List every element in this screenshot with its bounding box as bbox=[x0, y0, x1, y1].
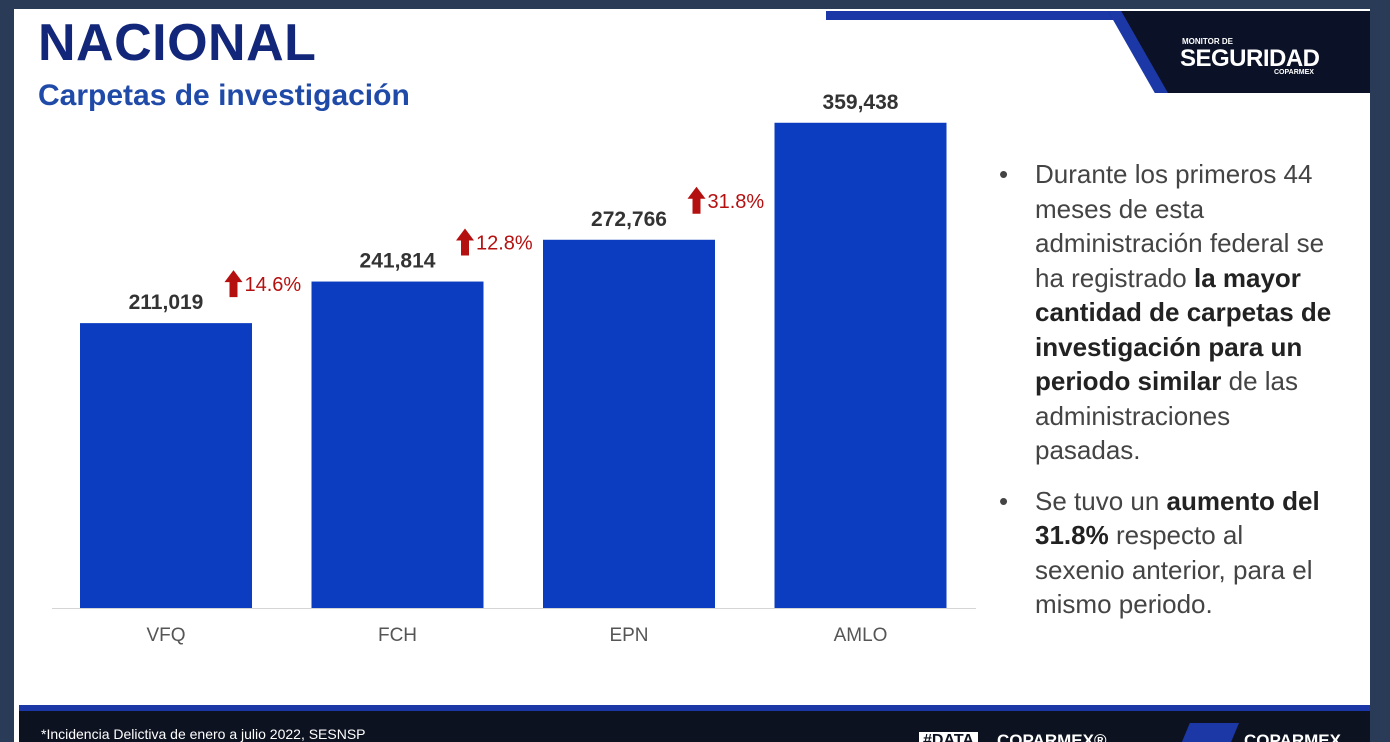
slide: NACIONAL Carpetas de investigación MONIT… bbox=[14, 9, 1370, 742]
up-arrow-icon bbox=[687, 186, 706, 214]
bullet-item: Durante los primeros 44 meses de esta ad… bbox=[999, 157, 1334, 468]
bar-chart: 211,019 VFQ 241,814 FCH 14.6% 272,766 EPN 12.8%… bbox=[52, 91, 976, 646]
bullet-text: Durante los primeros 44 meses de esta ad… bbox=[1035, 159, 1325, 293]
bullet-text: de las administraciones pasadas. bbox=[1035, 366, 1298, 465]
x-tick-label: VFQ bbox=[146, 625, 185, 646]
percent-change-label: 12.8% bbox=[476, 233, 533, 255]
summary-bullets: Durante los primeros 44 meses de esta ad… bbox=[999, 157, 1334, 622]
logo-small-text: MONITOR DE bbox=[1182, 37, 1233, 46]
bar-value-label: 272,766 bbox=[591, 208, 667, 231]
footer-bar: *Incidencia Delictiva de enero a julio 2… bbox=[19, 705, 1370, 742]
x-tick-label: AMLO bbox=[834, 625, 888, 646]
x-tick-label: EPN bbox=[609, 625, 648, 646]
bar-fch bbox=[311, 281, 484, 608]
x-tick-label: FCH bbox=[378, 625, 417, 646]
bullet-bold-text: aumento del 31.8% bbox=[1035, 485, 1320, 551]
page-title: NACIONAL bbox=[38, 14, 317, 72]
header-accent-line bbox=[826, 11, 1126, 20]
brand-data-tag: #DATA bbox=[919, 732, 978, 742]
up-arrow-icon bbox=[224, 270, 243, 298]
source-footnote: *Incidencia Delictiva de enero a julio 2… bbox=[41, 726, 366, 742]
bar-value-label: 241,814 bbox=[360, 250, 436, 273]
bar-value-label: 211,019 bbox=[129, 291, 204, 314]
coparmex-logo-icon bbox=[1179, 723, 1239, 742]
bar-value-label: 359,438 bbox=[823, 91, 899, 114]
bullet-text: respecto al sexenio anterior, para el mi… bbox=[1035, 520, 1313, 619]
percent-change-label: 14.6% bbox=[245, 274, 302, 296]
bullet-item: Se tuvo un aumento del 31.8% respecto al… bbox=[999, 484, 1334, 622]
coparmex-wordmark: COPARMEX bbox=[1244, 731, 1341, 742]
percent-change-label: 31.8% bbox=[708, 191, 765, 213]
bar-epn bbox=[543, 239, 715, 608]
bar-vfq bbox=[80, 323, 252, 608]
bullet-bold-text: la mayor cantidad de carpetas de investi… bbox=[1035, 262, 1332, 397]
page-subtitle: Carpetas de investigación bbox=[38, 79, 410, 112]
bar-amlo bbox=[774, 122, 947, 608]
logo-sub-text: COPARMEX bbox=[1274, 69, 1314, 76]
up-arrow-icon bbox=[456, 228, 474, 256]
brand-data-suffix: COPARMEX® bbox=[997, 731, 1107, 742]
logo-main-text: SEGURIDAD bbox=[1180, 45, 1320, 72]
bullet-text: Se tuvo un bbox=[1035, 485, 1167, 516]
